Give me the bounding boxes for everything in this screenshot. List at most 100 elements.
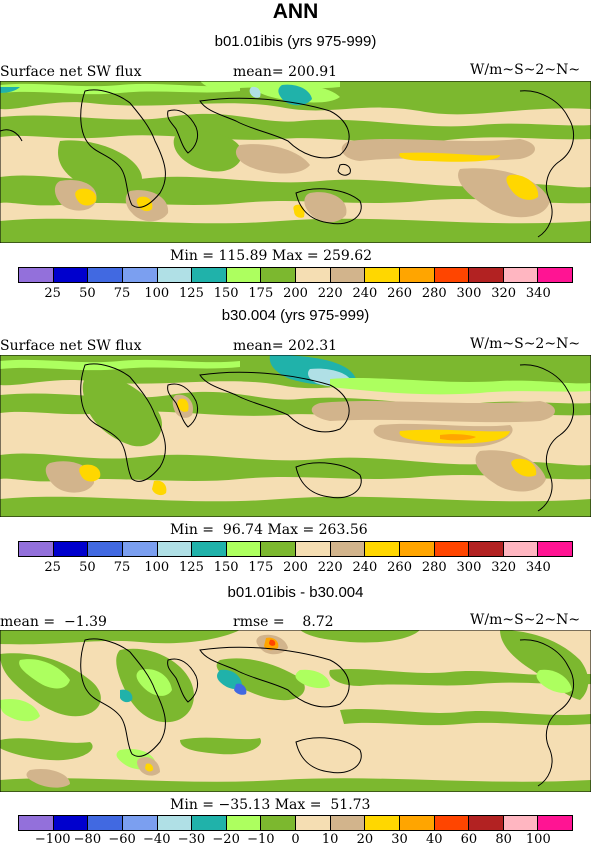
tick-label: 100 — [144, 286, 170, 301]
colorbar-swatch — [226, 268, 262, 282]
colorbar-swatch — [261, 542, 296, 556]
tick-label: 340 — [525, 560, 551, 575]
tick-label: 280 — [421, 286, 447, 301]
tick-label: 75 — [113, 286, 131, 301]
panel-3-mean-label: mean = −1.39 — [0, 614, 107, 630]
colorbar-swatch — [399, 268, 435, 282]
panel-2-min-max: Min = 96.74 Max = 263.56 — [170, 522, 368, 538]
tick-label: 175 — [248, 560, 274, 575]
colorbar-swatch — [503, 816, 539, 830]
colorbar-swatch — [88, 268, 123, 282]
colorbar-swatch — [122, 816, 158, 830]
tick-label: 80 — [495, 832, 512, 847]
tick-label: 260 — [387, 560, 412, 575]
colorbar-swatch — [399, 816, 435, 830]
tick-label: 40 — [425, 832, 443, 847]
tick-label: 25 — [44, 560, 61, 575]
tick-label: 220 — [317, 286, 343, 301]
tick-label: 10 — [321, 832, 339, 847]
tick-label: 340 — [525, 286, 551, 301]
tick-label: 30 — [391, 832, 408, 847]
tick-label: 150 — [213, 560, 239, 575]
colorbar-swatch — [192, 542, 227, 556]
tick-label: 25 — [44, 286, 61, 301]
colorbar-swatch — [19, 542, 54, 556]
colorbar-swatch — [296, 542, 331, 556]
colorbar-swatch — [538, 542, 572, 556]
panel-2-colorbar — [18, 541, 573, 557]
tick-label: 320 — [491, 560, 517, 575]
colorbar-swatch — [122, 542, 158, 556]
colorbar-swatch — [469, 268, 504, 282]
colorbar-swatch — [192, 268, 227, 282]
panel-1-subtitle: b01.01ibis (yrs 975-999) — [214, 33, 377, 50]
panel-1-colorbar — [18, 267, 573, 283]
panel-3-subtitle: b01.01ibis - b30.004 — [227, 584, 364, 601]
colorbar-swatch — [157, 268, 193, 282]
colorbar-swatch — [88, 542, 123, 556]
colorbar-swatch — [399, 542, 435, 556]
colorbar-swatch — [365, 542, 400, 556]
tick-label: 240 — [352, 286, 378, 301]
panel-1-map — [0, 81, 591, 243]
tick-label: 300 — [456, 560, 482, 575]
tick-label: −60 — [108, 832, 136, 847]
colorbar-swatch — [434, 268, 470, 282]
colorbar-swatch — [469, 816, 504, 830]
colorbar-swatch — [122, 268, 158, 282]
colorbar-swatch — [53, 816, 89, 830]
colorbar-swatch — [330, 268, 366, 282]
panel-3-colorbar-ticks: −100 −80 −60 −40 −30 −20 −10 0 10 20 30 40 60 80 100 — [18, 832, 573, 848]
panel-2-subtitle: b30.004 (yrs 975-999) — [221, 307, 370, 324]
colorbar-swatch — [434, 816, 470, 830]
colorbar-swatch — [434, 542, 470, 556]
colorbar-swatch — [192, 816, 227, 830]
tick-label: 220 — [317, 560, 343, 575]
tick-label: 200 — [283, 286, 308, 301]
tick-label: −40 — [143, 832, 171, 847]
panel-1-field-label: Surface net SW flux — [0, 64, 142, 80]
panel-3-map — [0, 630, 591, 792]
tick-label: 0 — [291, 832, 300, 847]
colorbar-swatch — [226, 542, 262, 556]
tick-label: 300 — [456, 286, 482, 301]
panel-2-map — [0, 355, 591, 517]
colorbar-swatch — [296, 816, 331, 830]
colorbar-swatch — [157, 816, 193, 830]
colorbar-swatch — [157, 542, 193, 556]
colorbar-swatch — [19, 816, 54, 830]
tick-label: 100 — [525, 832, 551, 847]
tick-label: 50 — [79, 560, 96, 575]
tick-label: −10 — [247, 832, 275, 847]
tick-label: 100 — [144, 560, 170, 575]
colorbar-swatch — [53, 268, 89, 282]
tick-label: 280 — [421, 560, 447, 575]
tick-label: 20 — [356, 832, 374, 847]
colorbar-swatch — [261, 268, 296, 282]
colorbar-swatch — [469, 542, 504, 556]
panel-1-min-max: Min = 115.89 Max = 259.62 — [170, 248, 373, 264]
colorbar-swatch — [330, 816, 366, 830]
colorbar-swatch — [503, 542, 539, 556]
tick-label: 200 — [283, 560, 308, 575]
panel-3-min-max: Min = −35.13 Max = 51.73 — [170, 797, 371, 813]
colorbar-swatch — [53, 542, 89, 556]
colorbar-swatch — [226, 816, 262, 830]
tick-label: 125 — [179, 560, 204, 575]
tick-label: 240 — [352, 560, 378, 575]
tick-label: −30 — [177, 832, 206, 847]
panel-2-colorbar-ticks: 25 50 75 100 125 150 175 200 220 240 260 280 300 320 3… — [18, 560, 573, 576]
tick-label: 75 — [113, 560, 131, 575]
colorbar-swatch — [261, 816, 296, 830]
colorbar-swatch — [365, 816, 400, 830]
tick-label: 150 — [213, 286, 239, 301]
tick-label: −80 — [73, 832, 102, 847]
colorbar-swatch — [503, 268, 539, 282]
tick-label: −100 — [34, 832, 71, 847]
colorbar-swatch — [88, 816, 123, 830]
tick-label: 60 — [460, 832, 478, 847]
tick-label: 50 — [79, 286, 96, 301]
panel-3-rmse-label: rmse = 8.72 — [233, 614, 334, 630]
panel-1-colorbar-ticks: 25 50 75 100 125 150 175 200 220 240 260 280 300 320 3… — [18, 286, 573, 302]
tick-label: 320 — [491, 286, 517, 301]
